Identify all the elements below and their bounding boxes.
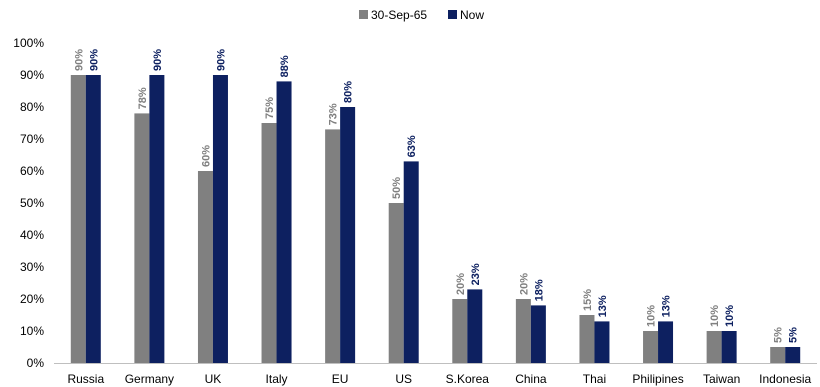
category-label: EU <box>332 372 349 386</box>
y-axis: 0% 10% 20% 30% 40% 50% 60% 70% 80% 90% 100% <box>13 36 44 370</box>
bar-now <box>721 331 737 363</box>
data-label: 90% <box>88 49 100 71</box>
y-tick-label: 0% <box>27 356 45 370</box>
bar-now <box>403 161 419 363</box>
bar-sep65 <box>261 123 277 363</box>
data-label: 18% <box>533 279 545 301</box>
category-label: Russia <box>67 372 104 386</box>
bar-sep65 <box>452 299 468 363</box>
bar-now <box>785 347 801 363</box>
bar-sep65 <box>70 75 86 363</box>
data-label: 88% <box>279 55 291 77</box>
bar-now <box>276 81 292 364</box>
legend: 30-Sep-65 Now <box>359 8 484 22</box>
data-label: 10% <box>709 305 721 327</box>
y-tick-label: 40% <box>20 228 44 242</box>
y-tick-label: 30% <box>20 260 44 274</box>
data-label: 63% <box>406 135 418 157</box>
bar-sep65 <box>197 171 213 363</box>
bar-now <box>467 289 483 363</box>
data-label: 20% <box>455 273 467 295</box>
category-label: China <box>515 372 547 386</box>
legend-swatch-now <box>448 10 457 19</box>
category-label: US <box>395 372 412 386</box>
bar-now <box>149 75 165 363</box>
category-label: Germany <box>125 372 174 386</box>
data-label: 75% <box>264 97 276 119</box>
bar-sep65 <box>134 113 150 364</box>
data-label: 15% <box>582 289 594 311</box>
data-label: 80% <box>343 81 355 103</box>
bar-sep65 <box>388 203 404 363</box>
data-label: 10% <box>646 305 658 327</box>
category-label: Italy <box>266 372 288 386</box>
bar-now <box>658 321 674 363</box>
bar-sep65 <box>325 129 341 363</box>
category-label: Indonesia <box>759 372 811 386</box>
data-label: 13% <box>597 295 609 317</box>
data-label: 90% <box>152 49 164 71</box>
legend-label: 30-Sep-65 <box>371 8 427 22</box>
bar-now <box>530 305 546 363</box>
data-label: 23% <box>470 263 482 285</box>
category-label: Taiwan <box>703 372 740 386</box>
data-label: 78% <box>137 87 149 109</box>
y-tick-label: 10% <box>20 324 44 338</box>
data-label: 90% <box>215 49 227 71</box>
y-tick-label: 20% <box>20 292 44 306</box>
y-tick-label: 50% <box>20 196 44 210</box>
y-tick-label: 80% <box>20 100 44 114</box>
x-axis: Russia Germany UK Italy EU US S.Korea China Thai… <box>54 363 817 386</box>
data-label: 73% <box>328 103 340 125</box>
y-tick-label: 90% <box>20 68 44 82</box>
legend-label: Now <box>460 8 484 22</box>
bar-sep65 <box>515 299 531 363</box>
data-label: 5% <box>788 327 800 343</box>
data-label: 13% <box>661 295 673 317</box>
bar-now <box>85 75 101 363</box>
bar-sep65 <box>770 347 786 363</box>
bar-sep65 <box>643 331 659 363</box>
category-label: UK <box>205 372 222 386</box>
data-label: 90% <box>73 49 85 71</box>
bar-sep65 <box>579 315 595 363</box>
category-label: Thai <box>583 372 606 386</box>
data-label: 10% <box>724 305 736 327</box>
bar-now <box>212 75 228 363</box>
data-label: 20% <box>518 273 530 295</box>
data-label: 50% <box>391 177 403 199</box>
bar-now <box>594 321 610 363</box>
category-label: S.Korea <box>446 372 490 386</box>
legend-swatch-sep65 <box>359 10 368 19</box>
bar-sep65 <box>706 331 722 363</box>
bar-now <box>340 107 356 363</box>
y-tick-label: 100% <box>13 36 44 50</box>
y-tick-label: 60% <box>20 164 44 178</box>
y-tick-label: 70% <box>20 132 44 146</box>
data-label: 60% <box>200 145 212 167</box>
bars: 90% 90%78%90%60%90%75%88%73%80%50%63%20% 2… <box>70 49 801 364</box>
category-label: Philipines <box>632 372 683 386</box>
data-label: 5% <box>773 327 785 343</box>
